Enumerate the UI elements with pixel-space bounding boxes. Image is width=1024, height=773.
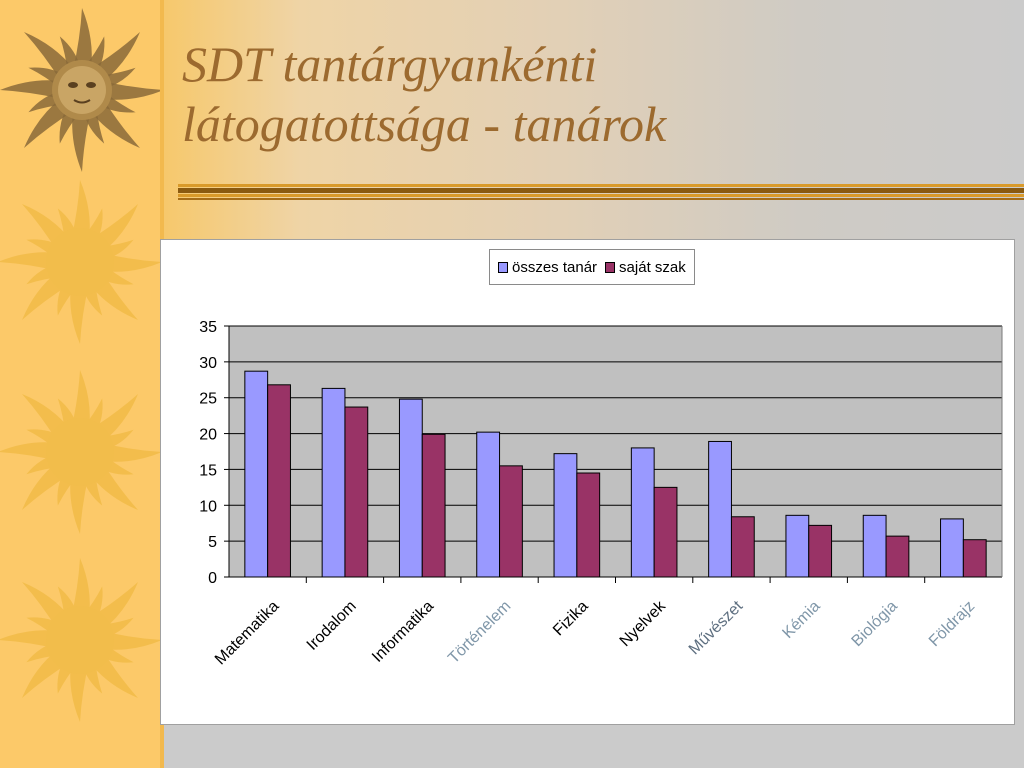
bar-sajat-szak (576, 472, 601, 578)
bar-osszes-tanar (476, 431, 501, 578)
bar-sajat-szak (499, 465, 523, 578)
bar-osszes-tanar (785, 514, 810, 578)
bar-sajat-szak (962, 539, 987, 578)
legend-swatch-sajat-szak (605, 261, 616, 273)
x-tick-label: Művészet (686, 597, 747, 658)
y-tick-label: 30 (199, 355, 217, 372)
x-tick-label: Kémia (779, 598, 823, 642)
x-tick-label: Történelem (445, 598, 514, 667)
bar-sajat-szak (730, 516, 755, 578)
bar-osszes-tanar (708, 440, 732, 578)
lower-background (164, 725, 1024, 768)
y-tick-label: 15 (199, 462, 217, 479)
x-tick-label: Nyelvek (617, 597, 670, 650)
y-tick-label: 5 (208, 534, 217, 551)
x-tick-label: Matematika (212, 598, 283, 669)
bar-sajat-szak (808, 524, 833, 578)
bar-osszes-tanar (940, 518, 964, 578)
legend-item-osszes-tanar: összes tanár (498, 259, 597, 276)
bar-osszes-tanar (398, 398, 423, 578)
y-tick-label: 0 (208, 570, 217, 587)
legend-label-osszes-tanar: összes tanár (512, 258, 598, 276)
legend-item-sajat-szak: saját szak (605, 259, 686, 276)
bar-osszes-tanar (553, 453, 578, 578)
bar-osszes-tanar (630, 447, 655, 578)
x-tick-label: Fizika (550, 598, 592, 640)
y-tick-label: 35 (199, 319, 217, 336)
sun-face-icon (0, 8, 164, 172)
slide-title-line-1: SDT tantárgyankénti (182, 36, 598, 92)
y-tick-label: 20 (199, 427, 217, 444)
decorative-sidebar (0, 0, 164, 768)
bar-sajat-szak (885, 535, 910, 578)
slide-title-line-2: látogatottsága - tanárok (182, 96, 667, 152)
bar-osszes-tanar (321, 387, 346, 578)
chart-legend: összes tanár saját szak (489, 249, 695, 285)
title-divider (178, 184, 1024, 200)
y-tick-label: 25 (199, 391, 217, 408)
bar-sajat-szak (267, 384, 291, 578)
legend-label-sajat-szak: saját szak (619, 258, 686, 276)
sun-icon (0, 180, 162, 344)
sun-icon (0, 370, 162, 534)
x-tick-label: Biológia (849, 598, 901, 650)
y-tick-label: 10 (199, 498, 217, 515)
legend-swatch-osszes-tanar (498, 261, 508, 273)
x-tick-label: Informatika (369, 598, 437, 666)
x-tick-label: Irodalom (304, 598, 360, 654)
sun-decorations (0, 8, 164, 722)
bar-sajat-szak (344, 406, 369, 578)
bar-osszes-tanar (244, 370, 269, 578)
x-tick-label: Földrajz (926, 598, 978, 650)
bar-osszes-tanar (862, 514, 887, 578)
slide-title: SDT tantárgyankénti látogatottsága - tan… (182, 34, 942, 154)
bar-sajat-szak (421, 433, 446, 578)
bar-sajat-szak (653, 486, 678, 578)
sun-icon (0, 558, 162, 722)
